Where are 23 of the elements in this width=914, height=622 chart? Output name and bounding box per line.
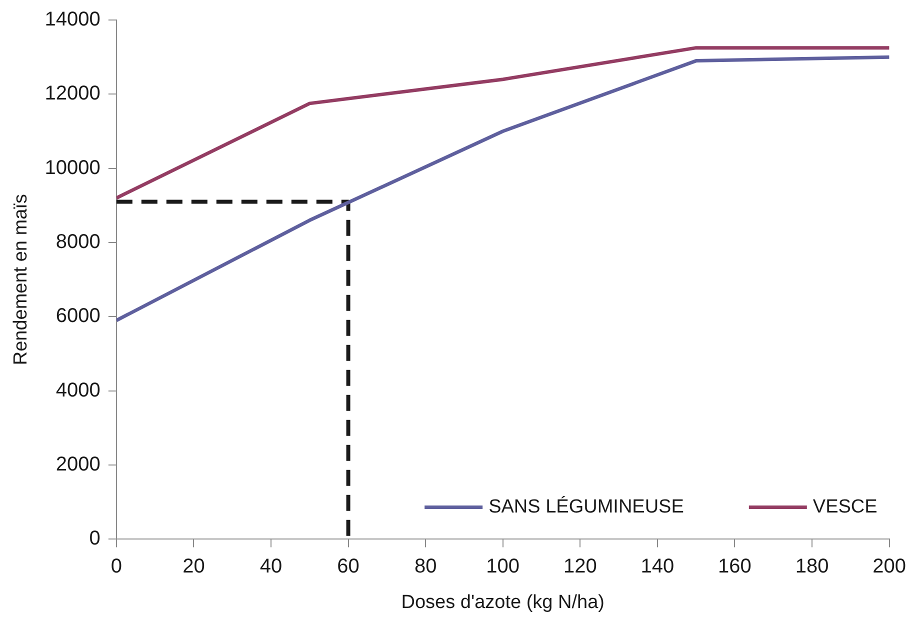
y-tick-label: 14000 [44, 8, 100, 31]
x-tick-label: 200 [872, 556, 906, 578]
x-tick-label: 80 [414, 556, 437, 578]
y-tick-label: 2000 [56, 454, 100, 476]
x-tick-label: 20 [182, 556, 205, 578]
legend-label: SANS LÉGUMINEUSE [488, 495, 684, 518]
x-tick-label: 40 [260, 556, 282, 578]
x-tick-label: 140 [640, 556, 674, 578]
y-tick-label: 8000 [56, 231, 100, 254]
y-tick-label: 6000 [56, 305, 100, 328]
x-tick-label: 60 [337, 556, 360, 578]
y-tick-label: 0 [89, 528, 100, 550]
x-tick-label: 0 [110, 556, 122, 578]
x-tick-label: 180 [795, 556, 829, 578]
x-tick-label: 120 [563, 556, 597, 578]
y-axis-title: Rendement en maïs [10, 194, 32, 366]
x-tick-label: 100 [486, 556, 520, 578]
x-axis-title: Doses d'azote (kg N/ha) [401, 592, 604, 613]
y-tick-label: 4000 [56, 379, 100, 402]
legend-label: VESCE [812, 496, 878, 518]
y-tick-label: 12000 [44, 82, 100, 105]
y-tick-label: 10000 [44, 156, 100, 179]
x-tick-label: 160 [718, 556, 752, 578]
